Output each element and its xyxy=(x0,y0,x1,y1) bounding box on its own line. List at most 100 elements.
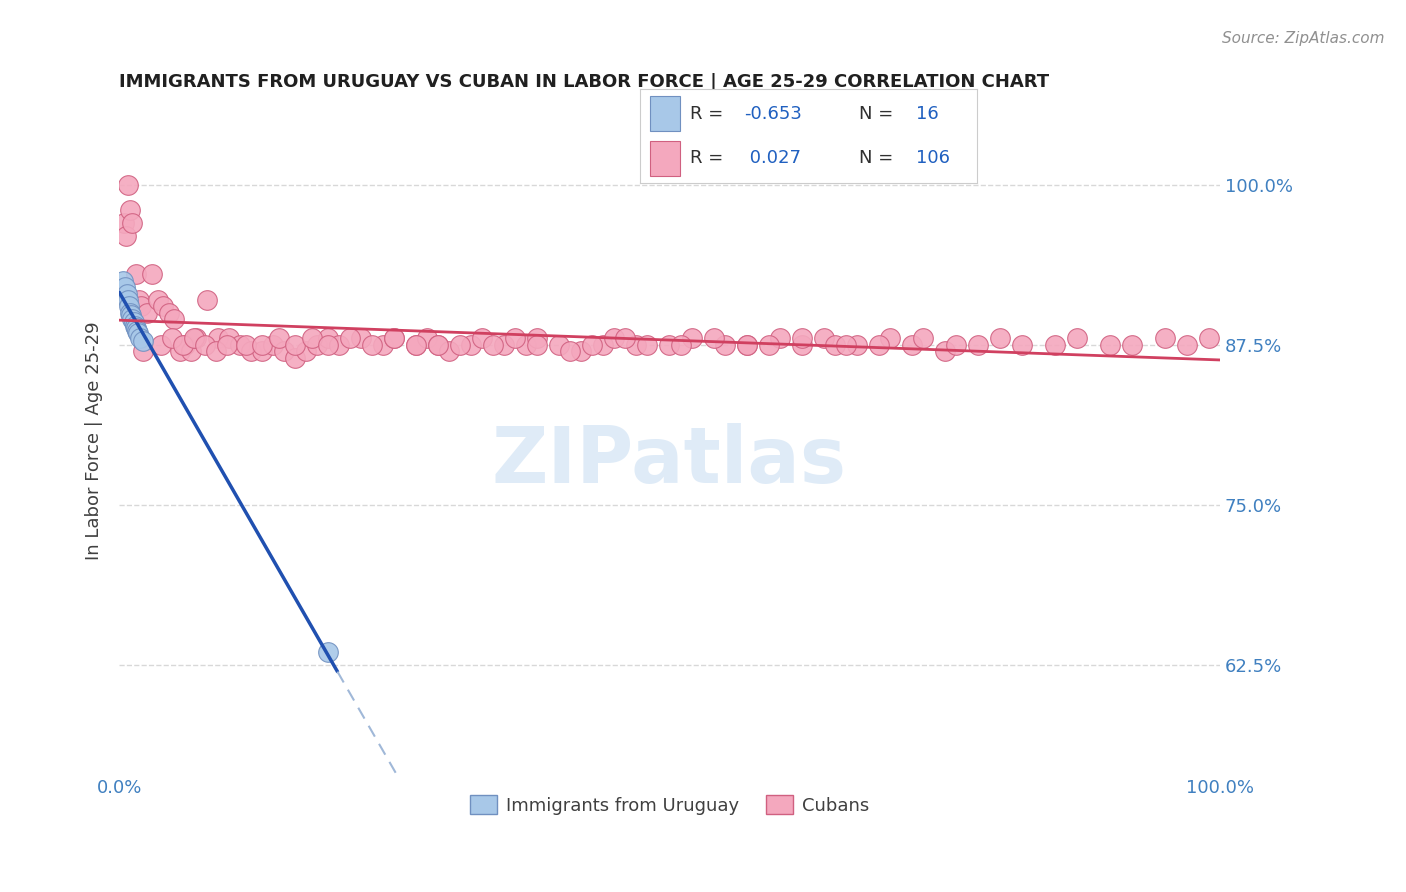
Point xyxy=(339,331,361,345)
Point xyxy=(218,331,240,345)
Point xyxy=(658,338,681,352)
Point xyxy=(813,331,835,345)
Point xyxy=(581,338,603,352)
Point xyxy=(295,344,318,359)
Point xyxy=(146,293,169,307)
Point xyxy=(1066,331,1088,345)
Point xyxy=(614,331,637,345)
Point xyxy=(1153,331,1175,345)
Point xyxy=(125,324,148,338)
Point xyxy=(252,344,274,359)
Point xyxy=(194,338,217,352)
Point xyxy=(471,331,494,345)
Point xyxy=(868,338,890,352)
Point xyxy=(132,344,155,359)
Point xyxy=(114,280,136,294)
Point xyxy=(515,338,537,352)
Point xyxy=(900,338,922,352)
Point xyxy=(911,331,934,345)
Point xyxy=(301,331,323,345)
Point xyxy=(681,331,703,345)
Point xyxy=(183,331,205,345)
Point xyxy=(879,331,901,345)
Text: N =: N = xyxy=(859,104,893,122)
Point xyxy=(120,203,142,218)
Point xyxy=(427,338,450,352)
Point xyxy=(482,338,505,352)
Point xyxy=(735,338,758,352)
Point xyxy=(124,318,146,333)
Point xyxy=(127,326,149,341)
Point xyxy=(834,338,856,352)
Point xyxy=(988,331,1011,345)
Point xyxy=(318,331,340,345)
Point xyxy=(934,344,956,359)
Point xyxy=(318,338,340,352)
Point xyxy=(328,338,350,352)
Text: IMMIGRANTS FROM URUGUAY VS CUBAN IN LABOR FORCE | AGE 25-29 CORRELATION CHART: IMMIGRANTS FROM URUGUAY VS CUBAN IN LABO… xyxy=(120,73,1049,91)
Text: R =: R = xyxy=(690,149,724,168)
Point xyxy=(626,338,648,352)
Point xyxy=(128,293,150,307)
Point xyxy=(460,338,482,352)
Point xyxy=(1043,338,1066,352)
Point xyxy=(526,331,548,345)
Point xyxy=(273,344,295,359)
Point xyxy=(384,331,406,345)
Point xyxy=(560,344,582,359)
Point xyxy=(117,293,139,307)
Point xyxy=(966,338,988,352)
Point xyxy=(235,338,257,352)
Text: 16: 16 xyxy=(917,104,939,122)
Point xyxy=(449,338,471,352)
Point xyxy=(1011,338,1033,352)
Bar xyxy=(650,141,681,176)
Point xyxy=(526,338,548,352)
Point xyxy=(439,344,461,359)
Point xyxy=(350,331,373,345)
Point xyxy=(125,321,148,335)
Text: R =: R = xyxy=(690,104,724,122)
Point xyxy=(427,338,450,352)
Point xyxy=(768,331,790,345)
Point xyxy=(405,338,427,352)
Point xyxy=(318,645,340,659)
Point xyxy=(637,338,659,352)
Point xyxy=(174,338,197,352)
Text: N =: N = xyxy=(859,149,893,168)
Point xyxy=(132,334,155,348)
Text: -0.653: -0.653 xyxy=(744,104,803,122)
Point xyxy=(1121,338,1143,352)
Point xyxy=(267,331,290,345)
Point xyxy=(117,178,139,192)
Point xyxy=(790,331,813,345)
Point xyxy=(125,268,148,282)
Point xyxy=(121,312,143,326)
Point xyxy=(945,338,967,352)
Point xyxy=(307,338,329,352)
Point xyxy=(217,338,239,352)
Point xyxy=(735,338,758,352)
Point xyxy=(262,338,284,352)
Point xyxy=(1175,338,1198,352)
Point xyxy=(120,306,142,320)
Point xyxy=(845,338,868,352)
Point xyxy=(416,331,439,345)
Point xyxy=(152,300,174,314)
Text: 0.027: 0.027 xyxy=(744,149,801,168)
Point xyxy=(207,331,229,345)
Point xyxy=(384,331,406,345)
Point xyxy=(160,331,183,345)
Point xyxy=(758,338,780,352)
Point xyxy=(121,216,143,230)
Point xyxy=(713,338,735,352)
Point xyxy=(129,331,152,345)
Point xyxy=(129,300,152,314)
Point xyxy=(186,331,208,345)
Point xyxy=(115,286,138,301)
Point xyxy=(824,338,846,352)
Point xyxy=(571,344,593,359)
Point xyxy=(115,229,138,244)
Point xyxy=(405,338,427,352)
Point xyxy=(118,300,141,314)
